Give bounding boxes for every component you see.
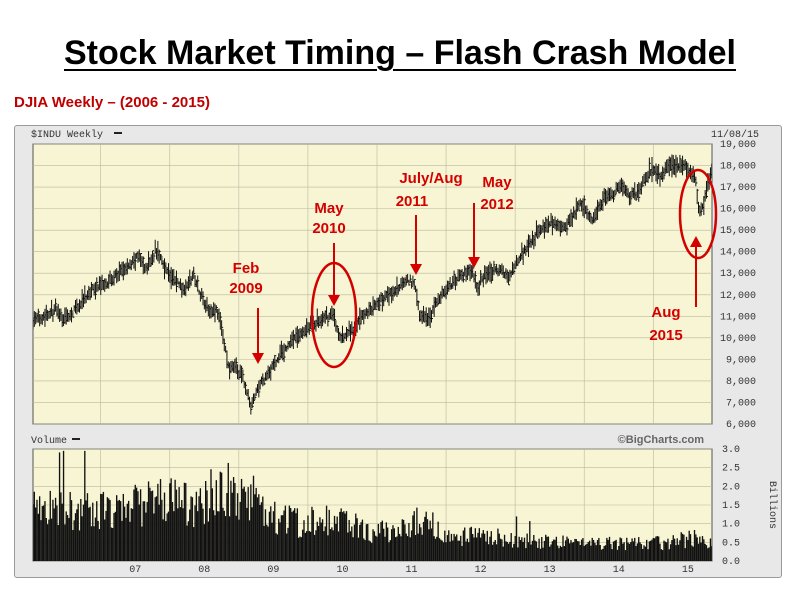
- price-tick-label: 17,000: [720, 183, 756, 194]
- price-y-axis: 6,000 7,000 8,000 9,000 10,000 11,000 12,000 13…: [720, 140, 756, 431]
- annotation-text: 2011: [396, 193, 429, 210]
- arrow-head: [328, 295, 340, 306]
- price-tick-label: 10,000: [720, 334, 756, 345]
- price-tick-label: 6,000: [726, 420, 756, 431]
- volume-tick-label: 0.0: [722, 557, 740, 568]
- legend-line-swatch: [114, 132, 122, 134]
- chart-date-label: 11/08/15: [711, 129, 759, 141]
- x-tick-label: 14: [613, 565, 625, 576]
- watermark: ©BigCharts.com: [618, 434, 705, 446]
- price-tick-label: 9,000: [726, 355, 756, 366]
- price-tick-label: 13,000: [720, 269, 756, 280]
- price-tick-label: 8,000: [726, 377, 756, 388]
- annotation-may-2010: May 2010: [310, 200, 358, 369]
- x-axis: 07 08 09 10 11 12 13 14 15: [129, 565, 694, 576]
- slide-title: Stock Market Timing – Flash Crash Model: [64, 34, 736, 72]
- x-tick-label: 12: [475, 565, 487, 576]
- chart-subtitle: DJIA Weekly – (2006 - 2015): [14, 94, 210, 111]
- arrow-head: [690, 236, 702, 247]
- annotation-feb-2009: Feb 2009: [229, 260, 264, 364]
- volume-y-axis: 0.0 0.5 1.0 1.5 2.0 2.5 3.0: [722, 445, 740, 568]
- price-tick-label: 14,000: [720, 248, 756, 259]
- price-tick-label: 16,000: [720, 205, 756, 216]
- annotation-aug-2015: Aug 2015: [649, 168, 718, 344]
- x-tick-label: 10: [336, 565, 348, 576]
- annotation-text: 2009: [229, 280, 262, 297]
- highlight-circle: [310, 261, 358, 369]
- annotation-text: Aug: [651, 304, 680, 321]
- volume-tick-label: 3.0: [722, 445, 740, 456]
- price-bars: [33, 154, 712, 415]
- price-tick-label: 19,000: [720, 140, 756, 151]
- annotation-text: May: [482, 174, 512, 191]
- volume-tick-label: 2.5: [722, 464, 740, 475]
- x-tick-label: 11: [406, 565, 418, 576]
- x-tick-label: 13: [544, 565, 556, 576]
- price-tick-label: 12,000: [720, 291, 756, 302]
- annotation-text: July/Aug: [399, 170, 462, 187]
- symbol-label: $INDU Weekly: [31, 129, 103, 141]
- annotation-text: 2012: [480, 196, 513, 213]
- arrow-head: [252, 353, 264, 364]
- x-tick-label: 07: [129, 565, 141, 576]
- price-panel: [32, 143, 713, 425]
- annotation-jul-aug-2011: July/Aug 2011: [396, 170, 463, 275]
- volume-unit-label: Billions: [766, 481, 778, 529]
- volume-legend-swatch: [72, 438, 80, 440]
- price-tick-label: 11,000: [720, 312, 756, 323]
- annotation-text: Feb: [233, 260, 260, 277]
- annotation-may-2012: May 2012: [468, 174, 514, 268]
- arrow-head: [410, 264, 422, 275]
- x-tick-label: 09: [267, 565, 279, 576]
- djia-weekly-chart: $INDU Weekly 11/08/15 6,000 7,000 8,000 9,0…: [31, 129, 778, 576]
- annotations: Feb 2009 May 2010 July/Aug 2011 May 2012: [229, 168, 718, 369]
- annotation-text: 2010: [312, 220, 345, 237]
- x-tick-label: 08: [198, 565, 210, 576]
- arrow-head: [468, 257, 480, 268]
- volume-tick-label: 1.0: [722, 520, 740, 531]
- annotation-text: 2015: [649, 327, 682, 344]
- annotation-text: May: [314, 200, 344, 217]
- volume-bars: [33, 450, 712, 561]
- volume-tick-label: 0.5: [722, 538, 740, 549]
- volume-tick-label: 1.5: [722, 501, 740, 512]
- price-tick-label: 15,000: [720, 226, 756, 237]
- price-tick-label: 18,000: [720, 162, 756, 173]
- price-tick-label: 7,000: [726, 398, 756, 409]
- x-tick-label: 15: [682, 565, 694, 576]
- highlight-circle: [678, 168, 718, 260]
- volume-tick-label: 2.0: [722, 482, 740, 493]
- volume-label: Volume: [31, 435, 67, 447]
